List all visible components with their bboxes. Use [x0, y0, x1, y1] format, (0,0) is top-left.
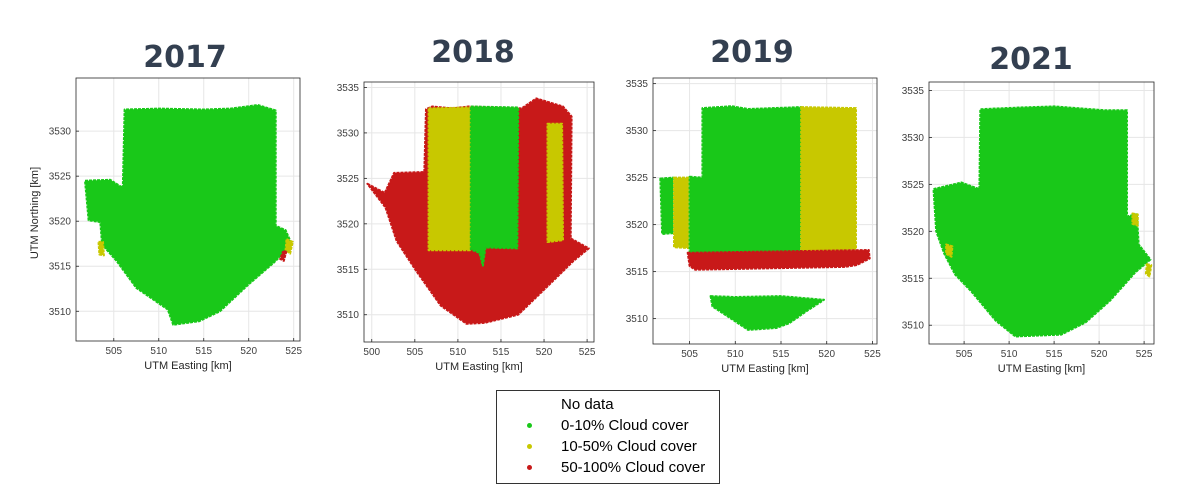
coverage-region: [673, 176, 690, 250]
legend-label: 0-10% Cloud cover: [561, 417, 689, 434]
coverage-region: [932, 105, 1152, 338]
panel-title: 2017: [143, 40, 227, 75]
y-tick-label: 3525: [337, 174, 360, 185]
legend-item-mid: 10-50% Cloud cover: [497, 437, 719, 457]
x-axis-label: UTM Easting [km]: [144, 360, 231, 372]
panel-title: 2019: [710, 35, 794, 70]
y-tick-label: 3520: [902, 227, 925, 238]
y-tick-label: 3530: [337, 128, 360, 139]
coverage-region: [1144, 263, 1153, 278]
x-axis-label: UTM Easting [km]: [998, 363, 1085, 375]
y-tick-label: 3530: [626, 126, 649, 137]
y-axis-label: UTM Northing [km]: [29, 167, 41, 259]
legend-item-no-data: No data: [497, 395, 719, 415]
y-tick-label: 3510: [626, 314, 649, 325]
coverage-region: [546, 122, 564, 243]
x-tick-label: 500: [363, 347, 380, 358]
x-tick-label: 520: [240, 346, 257, 357]
legend: No data 0-10% Cloud cover 10-50% Cloud c…: [496, 390, 720, 484]
y-tick-label: 3515: [337, 265, 360, 276]
x-tick-label: 520: [1091, 349, 1108, 360]
x-tick-label: 505: [406, 347, 423, 358]
x-axis-label: UTM Easting [km]: [435, 361, 522, 373]
y-tick-label: 3535: [626, 79, 649, 90]
y-tick-label: 3535: [337, 83, 360, 94]
y-tick-label: 3525: [902, 180, 925, 191]
y-tick-label: 3515: [49, 262, 72, 273]
x-tick-label: 510: [727, 349, 744, 360]
coverage-region: [945, 243, 954, 258]
y-tick-label: 3525: [49, 172, 72, 183]
x-tick-label: 515: [1046, 349, 1063, 360]
x-tick-label: 505: [681, 349, 698, 360]
coverage-region: [709, 295, 825, 331]
x-axis-label: UTM Easting [km]: [721, 363, 808, 375]
coverage-region: [284, 238, 294, 255]
x-tick-label: 510: [1001, 349, 1018, 360]
y-tick-label: 3530: [902, 133, 925, 144]
panel-title: 2018: [431, 35, 515, 70]
x-tick-label: 515: [493, 347, 510, 358]
map-panel-2018: 500 505 510 515 520 525 3510 3515 3520 3525 3530 35…: [337, 81, 596, 373]
coverage-region: [469, 105, 520, 267]
legend-marker: [527, 465, 532, 470]
panel-title: 2021: [989, 42, 1073, 77]
coverage-region: [427, 106, 471, 252]
y-tick-label: 3525: [626, 173, 649, 184]
x-tick-label: 515: [773, 349, 790, 360]
y-tick-label: 3510: [337, 310, 360, 321]
x-tick-label: 525: [1136, 349, 1153, 360]
y-tick-label: 3520: [337, 219, 360, 230]
x-tick-label: 505: [956, 349, 973, 360]
y-tick-label: 3520: [49, 217, 72, 228]
axes-frame: [928, 81, 1155, 345]
legend-marker: [527, 444, 532, 449]
x-tick-label: 525: [864, 349, 881, 360]
x-tick-label: 510: [150, 346, 167, 357]
x-tick-label: 520: [536, 347, 553, 358]
map-panel-2021: 505 510 515 520 525 3510 3515 3520 3525 3530 3535 U…: [902, 81, 1155, 375]
legend-label: 10-50% Cloud cover: [561, 438, 697, 455]
axes-frame: [363, 81, 595, 343]
y-tick-label: 3510: [902, 321, 925, 332]
coverage-region: [659, 176, 675, 235]
coverage-region: [800, 106, 857, 252]
y-tick-label: 3520: [626, 220, 649, 231]
y-tick-label: 3515: [626, 267, 649, 278]
coverage-region: [1131, 212, 1139, 227]
x-tick-label: 510: [450, 347, 467, 358]
x-tick-label: 525: [285, 346, 302, 357]
legend-label: 50-100% Cloud cover: [561, 459, 706, 476]
legend-label: No data: [561, 396, 614, 413]
x-tick-label: 520: [818, 349, 835, 360]
axes-frame: [75, 77, 301, 342]
x-tick-label: 525: [579, 347, 596, 358]
legend-item-high: 50-100% Cloud cover: [497, 458, 719, 478]
y-tick-label: 3515: [902, 274, 925, 285]
y-tick-label: 3535: [902, 86, 925, 97]
axes-frame: [652, 77, 878, 345]
coverage-region: [686, 249, 871, 271]
y-tick-label: 3510: [49, 307, 72, 318]
coverage-region: [688, 105, 803, 256]
map-panel-2017: 505 510 515 520 525 3510 3515 3520 3525 3530 UTM E…: [29, 77, 302, 372]
x-tick-label: 515: [195, 346, 212, 357]
x-tick-label: 505: [105, 346, 122, 357]
legend-item-low: 0-10% Cloud cover: [497, 416, 719, 436]
map-panel-2019: 505 510 515 520 525 3510 3515 3520 3525 3530 3535 U…: [626, 77, 881, 375]
coverage-region: [279, 249, 288, 262]
legend-marker: [527, 423, 532, 428]
y-tick-label: 3530: [49, 127, 72, 138]
coverage-region: [97, 240, 105, 257]
